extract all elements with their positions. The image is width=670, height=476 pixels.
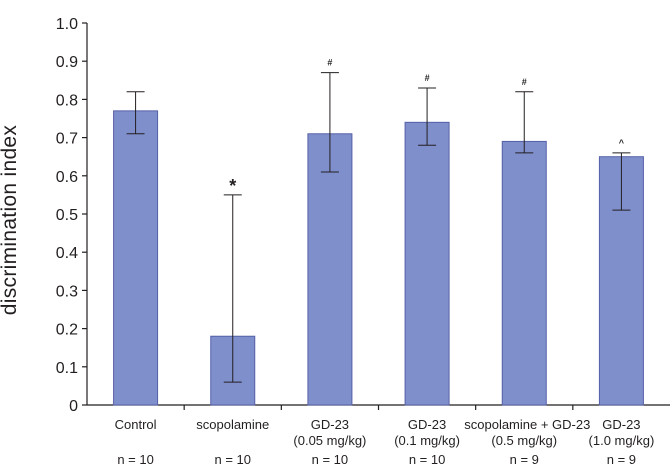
- significance-marker: #: [327, 58, 332, 68]
- category-sample-size: n = 10: [311, 452, 349, 467]
- y-tick-label: 0.6: [56, 169, 78, 186]
- x-category-label: Control n = 10: [76, 417, 196, 468]
- significance-marker: #: [425, 73, 430, 83]
- y-tick-label: 0.7: [56, 131, 78, 148]
- significance-marker: *: [229, 176, 236, 196]
- category-sample-size: n = 9: [509, 452, 539, 467]
- category-name: GD-23: [310, 417, 350, 432]
- y-tick-label: 0.1: [56, 360, 78, 377]
- chart-axes: 0 0.1 0.2 0.3 0.4 0.5 0.6 0.7 0.8 0.9 1.0: [56, 16, 670, 415]
- y-tick-label: 0.3: [56, 283, 78, 300]
- y-tick-label: 0.9: [56, 54, 78, 71]
- category-name: Control: [114, 417, 157, 432]
- significance-marker: ^: [619, 138, 625, 148]
- category-dose: (1.0 mg/kg): [588, 433, 655, 448]
- category-name: GD-23: [407, 417, 447, 432]
- x-category-label: scopolamine + GD-23 (0.5 mg/kg) n = 9: [464, 417, 590, 468]
- y-tick-label: 0.8: [56, 92, 78, 109]
- significance-marker: #: [522, 77, 527, 87]
- category-name: scopolamine: [196, 417, 270, 432]
- chart-annotations: * # # # ^: [229, 58, 625, 196]
- y-axis-label-wrap: discrimination index: [0, 125, 30, 315]
- category-name: GD-23: [602, 417, 641, 432]
- chart-bars: [113, 110, 644, 406]
- x-category-label: scopolamine n = 10: [173, 417, 293, 468]
- x-category-label: GD-23 (0.1 mg/kg) n = 10: [367, 417, 487, 468]
- bar: [113, 110, 159, 406]
- category-name: scopolamine + GD-23: [464, 417, 591, 432]
- bar: [404, 121, 450, 406]
- y-tick-label: 0.2: [56, 322, 78, 339]
- y-tick-label: 0.4: [56, 245, 78, 262]
- y-axis-label: discrimination index: [0, 124, 21, 316]
- category-dose: (0.1 mg/kg): [394, 433, 460, 448]
- category-sample-size: n = 10: [117, 452, 154, 467]
- x-category-label: GD-23 (1.0 mg/kg) n = 9: [561, 417, 670, 468]
- bar: [501, 140, 547, 406]
- category-sample-size: n = 9: [606, 452, 637, 467]
- category-sample-size: n = 10: [214, 452, 251, 467]
- y-tick-label: 1.0: [56, 16, 78, 33]
- y-tick-label: 0: [69, 398, 78, 415]
- y-tick-label: 0.5: [56, 207, 78, 224]
- bar: [307, 133, 353, 406]
- chart-error-bars: [126, 72, 631, 383]
- x-category-label: GD-23 (0.05 mg/kg) n = 10: [270, 417, 390, 468]
- category-sample-size: n = 10: [408, 452, 446, 467]
- category-dose: (0.05 mg/kg): [293, 433, 367, 448]
- category-dose: (0.5 mg/kg): [491, 433, 558, 448]
